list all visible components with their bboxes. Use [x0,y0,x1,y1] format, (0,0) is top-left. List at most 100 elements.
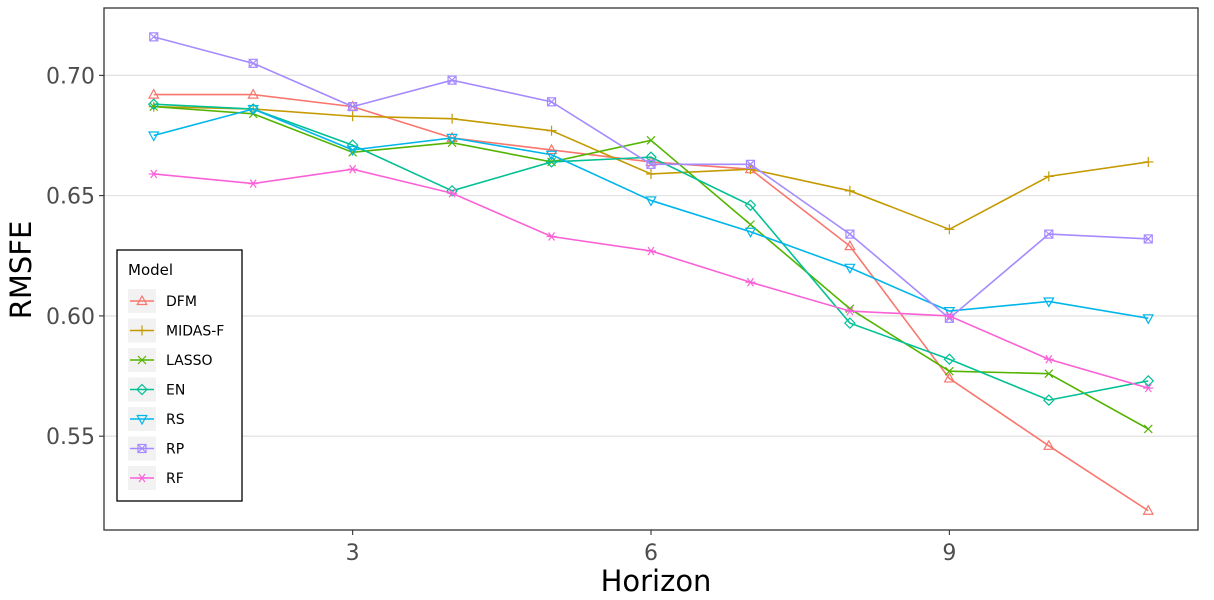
legend-key-marker [137,355,147,365]
data-point-en [744,199,757,212]
data-point-rs [147,131,160,142]
legend-label: EN [166,383,185,399]
data-point-en [844,317,856,329]
data-point-rf [745,277,756,287]
data-point-lasso [746,220,755,229]
data-point-midas-f [745,164,756,175]
data-point-rf [546,232,557,241]
data-point-midas-f [1143,156,1154,167]
data-point-rf [347,164,358,174]
data-point-rp [1044,229,1054,239]
data-point-rp [745,159,756,169]
data-point-lasso [1143,424,1153,434]
data-point-rp [1143,234,1153,244]
data-point-rs [446,133,458,145]
data-point-rf [944,311,955,321]
data-point-en [645,151,657,163]
data-point-dfm [844,239,856,251]
x-tick-label: 9 [942,541,956,566]
data-point-rp [447,75,457,85]
y-grid-lines [104,74,1198,437]
data-point-en [1142,375,1155,387]
data-point-rs [844,263,856,275]
legend-label: DFM [166,294,197,310]
data-point-dfm [1043,439,1055,450]
data-point-rp [845,229,855,239]
data-point-rf [844,306,855,316]
x-tick-label: 3 [346,541,360,566]
data-point-dfm [943,372,956,383]
data-point-en [943,353,956,366]
legend-key-marker [136,414,148,426]
data-point-rp [646,159,656,169]
data-point-rf [148,169,159,179]
data-point-midas-f [844,185,855,196]
data-point-dfm [147,88,160,99]
data-point-rp [546,97,557,107]
data-point-rf [447,188,458,198]
data-point-rs [645,196,657,207]
y-tick-label: 0.55 [46,425,95,450]
data-point-rp [149,32,159,42]
data-point-midas-f [347,111,358,122]
data-point-midas-f [546,125,557,136]
data-point-midas-f [447,113,458,124]
y-tick-label: 0.60 [46,305,95,330]
data-point-en [446,184,458,197]
legend-title: Model [128,261,173,279]
data-point-rp [248,58,258,68]
legend-item-midas-f: MIDAS-F [128,318,224,343]
legend-key-marker [136,294,148,306]
legend-key-marker [137,325,147,336]
legend-label: RP [166,442,184,458]
axes: 0.55 0.60 0.65 0.70 3 6 9 [46,64,956,566]
data-point-midas-f [646,168,656,179]
legend-label: RS [166,412,185,428]
y-tick-label: 0.65 [46,185,95,210]
y-axis-title: RMSFE [4,221,38,320]
data-point-lasso [1044,369,1054,379]
plot-panel-border [103,7,1199,531]
data-point-rs [346,145,359,157]
data-point-rf [1143,383,1154,393]
data-point-dfm [446,131,458,142]
data-point-rp [348,102,358,112]
legend-item-rp: RP [128,436,184,461]
data-point-rf [1043,354,1054,364]
legend-key-marker [136,383,148,396]
data-point-dfm [545,143,558,155]
data-point-rs [1142,314,1155,325]
y-tick-label: 0.70 [46,64,95,89]
series-line-rs [153,108,1149,320]
data-point-lasso [646,135,656,145]
legend-key-marker [137,473,147,483]
legend: Model DFM MIDAS-F LASSO EN RS RP RF [116,249,243,502]
data-point-rs [247,104,259,116]
data-point-midas-f [1043,171,1054,182]
data-point-rf [248,179,259,188]
legend-item-en: EN [128,377,185,402]
data-point-rf [646,246,656,256]
data-point-dfm [1142,504,1155,515]
legend-box [116,249,243,502]
series-lines [147,32,1155,515]
data-point-rs [744,227,757,238]
legend-item-lasso: LASSO [128,348,213,372]
legend-label: MIDAS-F [166,324,224,340]
data-point-en [1042,394,1055,406]
legend-item-dfm: DFM [128,289,197,313]
legend-label: LASSO [166,353,213,369]
legend-label: RF [166,471,184,487]
data-point-en [147,98,160,111]
series-line-en [153,103,1149,401]
legend-item-rs: RS [128,407,185,431]
data-point-rs [1043,297,1055,308]
data-point-rs [545,150,558,161]
data-point-midas-f [944,224,955,235]
legend-key-marker [137,443,147,454]
legend-item-rf: RF [128,466,184,490]
data-point-lasso [944,366,954,376]
x-tick-label: 6 [644,541,658,566]
x-axis-title: Horizon [601,564,712,598]
